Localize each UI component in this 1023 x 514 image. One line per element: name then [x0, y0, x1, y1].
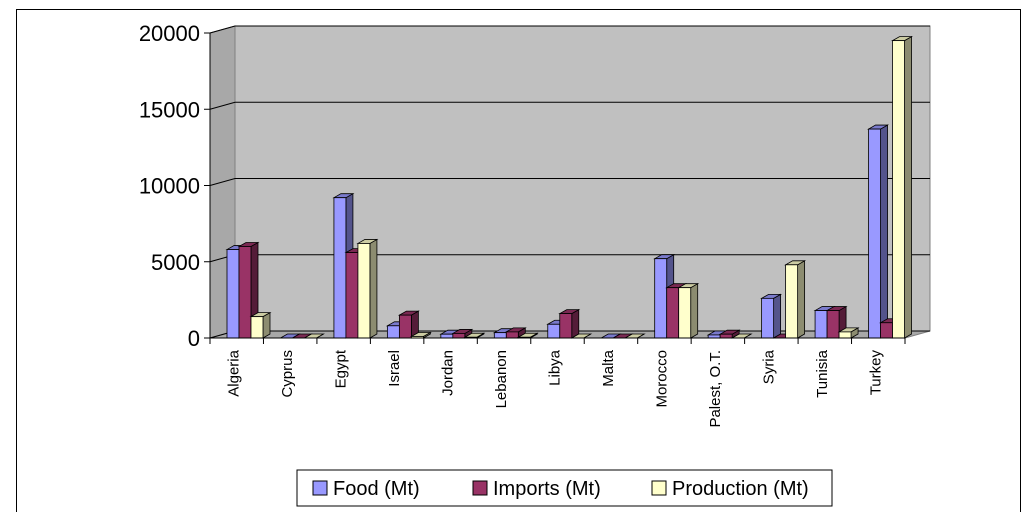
category-label: Israel	[386, 350, 403, 387]
bar	[760, 293, 783, 339]
bar-front	[654, 258, 668, 339]
category-label: Palest, O.T.	[707, 350, 724, 428]
bar-front	[814, 310, 828, 339]
legend-swatch	[312, 480, 328, 496]
bar-front	[559, 313, 573, 339]
legend-label: Production (Mt)	[672, 478, 809, 500]
x-axis: Algeria Cyprus Egypt Israel Jordan Lebanon Lib…	[209, 337, 906, 428]
bar	[558, 308, 581, 339]
category-label: Syria	[760, 349, 777, 384]
y-tick-label: 10000	[139, 174, 200, 199]
bar-front	[666, 287, 680, 339]
bar	[237, 241, 260, 339]
bar-front	[678, 287, 692, 339]
category-label: Cyprus	[279, 350, 296, 398]
bar-front	[892, 40, 905, 339]
bar	[891, 35, 914, 339]
bar-front	[505, 331, 519, 339]
bar	[356, 238, 379, 339]
bar-side	[690, 282, 699, 339]
bar	[784, 260, 807, 339]
bar	[504, 327, 527, 339]
bar-front	[493, 332, 507, 339]
category-label: Turkey	[867, 350, 884, 396]
bar-front	[785, 264, 799, 339]
bar-side	[904, 35, 912, 339]
y-axis: 0 5000 10000 15000 20000	[139, 21, 211, 351]
category-label: Algeria	[226, 349, 243, 396]
bar-front	[398, 314, 412, 339]
legend: Food (Mt) Imports (Mt) Production (Mt)	[296, 469, 833, 507]
legend-swatch	[472, 480, 488, 496]
legend-box	[296, 469, 833, 507]
legend-label: Imports (Mt)	[493, 478, 601, 500]
bar	[397, 310, 420, 339]
y-tick-label: 5000	[151, 250, 200, 275]
legend-swatch	[651, 480, 667, 496]
bar-front	[386, 325, 400, 339]
bar-side	[369, 238, 378, 339]
y-tick-label: 0	[188, 326, 200, 351]
category-label: Egypt	[333, 349, 350, 388]
category-label: Morocco	[653, 350, 670, 408]
legend-label: Food (Mt)	[333, 478, 420, 500]
gridline	[209, 101, 930, 110]
gridline	[209, 178, 930, 186]
category-label: Libya	[547, 349, 564, 386]
bar	[837, 327, 860, 339]
bar-front	[868, 128, 881, 339]
category-label: Malta	[600, 349, 617, 386]
chart-frame	[16, 9, 1021, 512]
bar-front	[547, 323, 561, 339]
category-label: Lebanon	[493, 350, 510, 408]
chart-wall	[209, 25, 931, 339]
bar-front	[880, 322, 893, 339]
bar-front	[357, 243, 371, 339]
category-label: Jordan	[440, 350, 457, 396]
bar	[677, 282, 700, 339]
bar-front	[761, 297, 775, 339]
bar	[867, 124, 890, 339]
bar-side	[880, 124, 888, 339]
bar-front	[333, 197, 347, 339]
bar-front	[826, 310, 840, 339]
bar-front	[238, 246, 252, 339]
bar	[409, 331, 432, 339]
bar-front	[440, 333, 454, 339]
bar-front	[226, 249, 240, 339]
gridlines	[209, 25, 930, 339]
bar-front	[345, 252, 359, 339]
bar-front	[719, 333, 733, 339]
gridline	[209, 25, 930, 34]
bar-front	[452, 333, 466, 339]
bar-side	[797, 260, 806, 339]
bar-front	[250, 316, 264, 339]
bar	[249, 311, 272, 339]
bar-side	[571, 308, 580, 339]
category-label: Tunisia	[814, 349, 831, 397]
bar-side	[773, 293, 782, 339]
y-tick-label: 20000	[139, 21, 200, 46]
y-tick-label: 15000	[139, 97, 200, 122]
bar-front	[838, 331, 852, 339]
bars	[225, 35, 914, 339]
